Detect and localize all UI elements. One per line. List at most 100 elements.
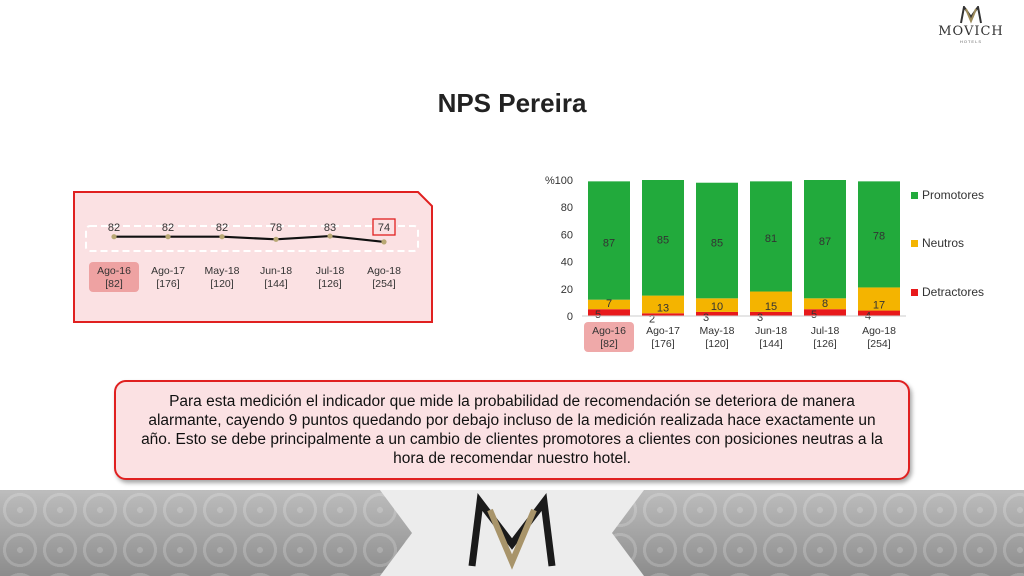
detractores-value-label: 3 xyxy=(757,312,763,324)
y-tick-label: 20 xyxy=(561,284,573,296)
neutros-value-label: 7 xyxy=(606,298,612,310)
legend-swatch xyxy=(911,192,918,199)
category-label: May-18 xyxy=(204,265,239,277)
stacked-bar-chart-container: 0 20 40 60 80 100% 5 7 87 Ago-16 [82] 2 13 85 Ago-17 [1… xyxy=(530,170,1000,360)
page-title: NPS Pereira xyxy=(437,88,587,118)
summary-box: Para esta medición el indicador que mide… xyxy=(114,380,910,480)
summary-text: Para esta medición el indicador que mide… xyxy=(141,393,883,467)
nps-line-series xyxy=(114,234,385,243)
legend-label: Promotores xyxy=(922,188,984,202)
bar-segment-neutros xyxy=(588,299,630,310)
legend-label: Detractores xyxy=(922,285,984,299)
category-highlight xyxy=(89,262,139,292)
detractores-value-label: 3 xyxy=(703,312,709,324)
bar-segment-detractores xyxy=(750,311,792,316)
detractores-value-label: 2 xyxy=(649,313,655,325)
promotores-value-label: 87 xyxy=(603,237,615,249)
y-tick-label: 80 xyxy=(561,202,573,214)
nps-line-card: 82 Ago-16 [82] 82 Ago-17 [176] 82 May-18 [120] 78… xyxy=(72,190,434,324)
bar-segment-detractores xyxy=(804,309,846,316)
bar-segment-neutros xyxy=(696,298,738,312)
category-label: Ago-17 xyxy=(151,265,185,277)
sample-size-label: [254] xyxy=(372,278,395,290)
brand-sub: HOTELS xyxy=(959,39,982,44)
nps-point xyxy=(381,239,387,245)
detractores-value-label: 5 xyxy=(811,309,817,321)
neutros-value-label: 15 xyxy=(765,301,777,313)
promotores-value-label: 78 xyxy=(873,231,885,243)
bar-segment-promotores xyxy=(588,181,630,300)
bar-segment-neutros xyxy=(804,298,846,310)
nps-point xyxy=(111,234,117,240)
category-label: Ago-17 xyxy=(646,325,680,337)
bar-segment-neutros xyxy=(858,287,900,311)
bar-segment-neutros xyxy=(642,295,684,314)
y-tick-label: 0 xyxy=(567,311,573,323)
category-label: Ago-18 xyxy=(862,325,896,337)
nps-point xyxy=(219,234,225,240)
legend-label: Neutros xyxy=(922,236,964,250)
nps-value-label: 82 xyxy=(216,222,228,234)
promotores-value-label: 81 xyxy=(765,233,777,245)
detractores-value-label: 4 xyxy=(865,311,871,323)
legend-swatch xyxy=(911,240,918,247)
category-label: Ago-16 xyxy=(592,325,626,337)
stacked-bar-chart: 020406080100%5787Ago-16[82]21385Ago-17[1… xyxy=(545,175,984,352)
y-tick-label: 100 xyxy=(555,175,573,187)
legend-swatch xyxy=(911,289,918,296)
y-tick-label: 60 xyxy=(561,229,573,241)
bar-segment-promotores xyxy=(858,181,900,288)
bar-segment-detractores xyxy=(588,309,630,316)
neutros-value-label: 13 xyxy=(657,302,669,314)
promotores-value-label: 87 xyxy=(819,236,831,248)
bar-segment-promotores xyxy=(696,182,738,299)
bar-segment-promotores xyxy=(642,180,684,296)
neutros-value-label: 17 xyxy=(873,300,885,312)
category-label: Ago-16 xyxy=(97,265,131,277)
sample-size-label: [176] xyxy=(156,278,179,290)
neutros-value-label: 10 xyxy=(711,301,723,313)
bar-segment-promotores xyxy=(804,180,846,299)
nps-value-label: 74 xyxy=(378,222,390,234)
sample-size-label: [82] xyxy=(600,338,618,350)
category-label: May-18 xyxy=(699,325,734,337)
monogram-gold-icon xyxy=(487,508,537,570)
card-frame xyxy=(73,191,433,323)
category-label: Jun-18 xyxy=(260,265,292,277)
sample-size-label: [120] xyxy=(210,278,233,290)
nps-point xyxy=(327,233,333,239)
category-label: Jun-18 xyxy=(755,325,787,337)
brand-logo: MOVICH HOTELS xyxy=(936,6,1006,48)
nps-point xyxy=(273,236,279,242)
nps-value-label: 82 xyxy=(162,222,174,234)
nps-highlight-box xyxy=(372,218,396,236)
sample-size-label: [120] xyxy=(705,338,728,350)
sample-size-label: [176] xyxy=(651,338,674,350)
bar-segment-detractores xyxy=(858,310,900,316)
promotores-value-label: 85 xyxy=(711,237,723,249)
nps-value-label: 78 xyxy=(270,222,282,234)
nps-point xyxy=(165,234,171,240)
y-axis-unit: % xyxy=(545,175,555,187)
bar-segment-detractores xyxy=(642,313,684,316)
promotores-value-label: 85 xyxy=(657,235,669,247)
y-tick-label: 40 xyxy=(561,257,573,269)
footer-logo-emblem xyxy=(380,490,644,576)
category-label: Jul-18 xyxy=(811,325,840,337)
nps-value-label: 83 xyxy=(324,222,336,234)
brand-name: MOVICH xyxy=(938,24,1004,39)
sample-size-label: [126] xyxy=(318,278,341,290)
detractores-value-label: 5 xyxy=(595,309,601,321)
brand-monogram-icon xyxy=(960,6,982,24)
category-highlight xyxy=(584,322,634,352)
monogram-black-icon xyxy=(468,493,556,567)
category-label: Jul-18 xyxy=(316,265,345,277)
sample-size-label: [144] xyxy=(759,338,782,350)
bar-segment-promotores xyxy=(750,181,792,292)
neutros-value-label: 8 xyxy=(822,298,828,310)
bar-segment-neutros xyxy=(750,291,792,312)
sample-size-label: [126] xyxy=(813,338,836,350)
sample-size-label: [82] xyxy=(105,278,123,290)
footer-banner xyxy=(0,490,1024,576)
category-label: Ago-18 xyxy=(367,265,401,277)
